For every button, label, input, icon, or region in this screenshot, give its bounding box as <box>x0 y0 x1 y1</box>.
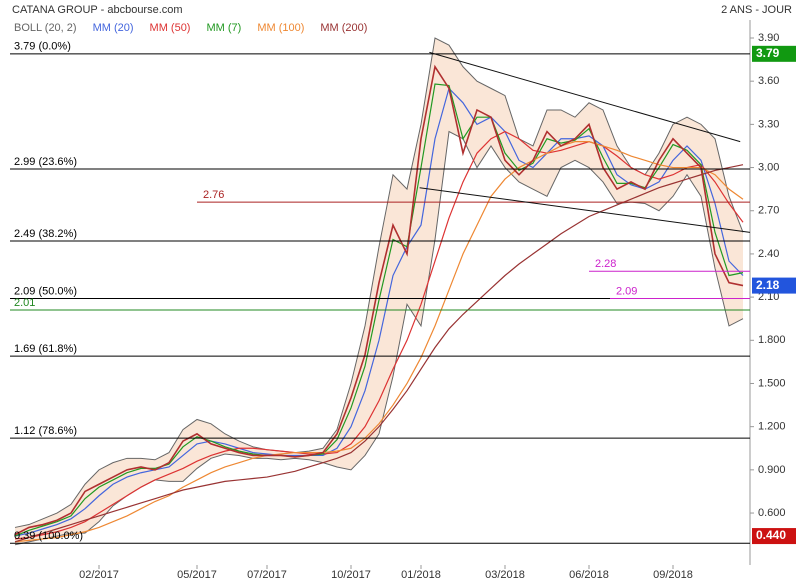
level-label: 2.01 <box>14 297 35 309</box>
moving-average <box>14 130 744 540</box>
level-label: 3.79 (0.0%) <box>14 41 71 53</box>
value-tag <box>752 45 796 62</box>
value-tag-label: 2.18 <box>756 278 780 292</box>
moving-average <box>14 164 744 543</box>
price-line <box>14 64 744 536</box>
x-tick-label: 09/2018 <box>653 569 693 580</box>
x-tick-label: 07/2017 <box>247 569 287 580</box>
moving-average <box>14 87 744 537</box>
chart-title: CATANA GROUP - abcbourse.com <box>12 4 183 16</box>
legend-entry: MM (7) <box>206 22 241 34</box>
level-label: 2.09 <box>616 285 637 297</box>
level-label: 2.09 (50.0%) <box>14 285 77 297</box>
y-tick-label: 3.60 <box>758 75 779 87</box>
y-tick-label: 0.600 <box>758 507 786 519</box>
y-tick-label: 2.40 <box>758 248 779 260</box>
level-label: 2.99 (23.6%) <box>14 156 77 168</box>
legend-entry: MM (200) <box>320 22 367 34</box>
level-label: 1.12 (78.6%) <box>14 425 77 437</box>
y-tick-label: 3.00 <box>758 161 779 173</box>
y-tick-label: 1.800 <box>758 334 786 346</box>
legend-entry: MM (100) <box>257 22 304 34</box>
y-tick-label: 0.900 <box>758 464 786 476</box>
x-tick-label: 02/2017 <box>79 569 119 580</box>
level-label: 1.69 (61.8%) <box>14 343 77 355</box>
y-tick-label: 2.10 <box>758 291 779 303</box>
legend-entry: MM (20) <box>93 22 134 34</box>
trendline <box>429 51 741 143</box>
y-tick-label: 3.90 <box>758 32 779 44</box>
trendline <box>419 187 751 233</box>
moving-average <box>14 141 744 543</box>
x-tick-label: 03/2018 <box>485 569 525 580</box>
level-label: 2.28 <box>595 258 616 270</box>
value-tag-label: 0.440 <box>756 528 786 542</box>
value-tag-label: 3.79 <box>756 46 780 60</box>
y-tick-label: 3.30 <box>758 118 779 130</box>
value-tag <box>752 277 796 294</box>
level-label: 2.76 <box>203 189 224 201</box>
y-tick-label: 1.200 <box>758 421 786 433</box>
x-tick-label: 05/2017 <box>177 569 217 580</box>
moving-average <box>14 83 744 537</box>
legend-entry: BOLL (20, 2) <box>14 22 77 34</box>
bollinger-upper <box>14 37 744 528</box>
chart-subtitle: 2 ANS - JOUR <box>721 4 792 16</box>
level-label: 2.49 (38.2%) <box>14 228 77 240</box>
x-tick-label: 01/2018 <box>401 569 441 580</box>
y-tick-label: 1.500 <box>758 377 786 389</box>
legend-entry: MM (50) <box>150 22 191 34</box>
x-tick-label: 06/2018 <box>569 569 609 580</box>
bollinger-band <box>15 37 743 545</box>
x-tick-label: 10/2017 <box>331 569 371 580</box>
value-tag <box>752 528 796 545</box>
level-label: 0.39 (100.0%) <box>14 530 83 542</box>
y-tick-label: 2.70 <box>758 205 779 217</box>
